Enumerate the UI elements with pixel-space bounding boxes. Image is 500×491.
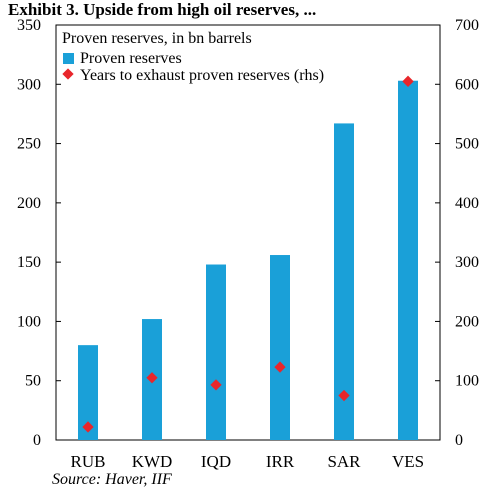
legend-marker-label: Years to exhaust proven reserves (rhs) — [80, 67, 324, 84]
left-tick-label: 0 — [33, 432, 41, 449]
marker-SAR — [338, 389, 350, 402]
bar-IRR — [270, 255, 290, 440]
left-tick-label: 150 — [17, 254, 41, 271]
right-tick-label: 500 — [455, 136, 479, 153]
bar-IQD — [206, 264, 226, 440]
marker-KWD — [146, 372, 158, 384]
plot-frame — [55, 24, 441, 441]
bar-SAR — [334, 123, 354, 441]
chart-title: Exhibit 3. Upside from high oil reserves… — [8, 0, 317, 19]
right-tick-label: 200 — [455, 313, 479, 330]
right-tick-label: 300 — [455, 254, 479, 271]
marker-IQD — [210, 379, 222, 391]
category-label-KWD: KWD — [132, 452, 173, 471]
legend-title: Proven reserves, in bn barrels — [62, 30, 252, 47]
category-label-SAR: SAR — [327, 452, 361, 471]
left-tick-label: 200 — [17, 195, 41, 212]
right-tick-label: 400 — [455, 195, 479, 212]
right-tick-label: 700 — [455, 17, 479, 34]
right-tick-label: 100 — [455, 373, 479, 390]
legend-bar-swatch — [63, 53, 74, 64]
left-tick-label: 300 — [17, 76, 41, 93]
left-axis-ticks: 0 50 100 150 200 250 300 350 — [17, 17, 61, 449]
bar-series — [78, 80, 418, 441]
marker-series — [82, 75, 414, 433]
bar-VES — [398, 80, 418, 440]
legend-bar-label: Proven reserves — [80, 50, 182, 67]
right-tick-label: 0 — [455, 432, 463, 449]
source-note: Source: Haver, IIF — [52, 471, 172, 488]
category-label-IQD: IQD — [201, 452, 231, 471]
bar-RUB — [78, 345, 98, 440]
category-label-IRR: IRR — [266, 452, 295, 471]
category-label-RUB: RUB — [71, 452, 106, 471]
right-axis-ticks: 0 100 200 300 400 500 600 700 — [435, 17, 479, 449]
left-tick-label: 350 — [17, 17, 41, 34]
marker-IRR — [274, 361, 286, 373]
left-tick-label: 100 — [17, 313, 41, 330]
left-tick-label: 250 — [17, 136, 41, 153]
category-labels: RUB KWD IQD IRR SAR VES — [71, 452, 425, 471]
legend-marker-swatch — [62, 68, 74, 80]
right-tick-label: 600 — [455, 76, 479, 93]
left-tick-label: 50 — [25, 373, 41, 390]
category-label-VES: VES — [392, 452, 424, 471]
